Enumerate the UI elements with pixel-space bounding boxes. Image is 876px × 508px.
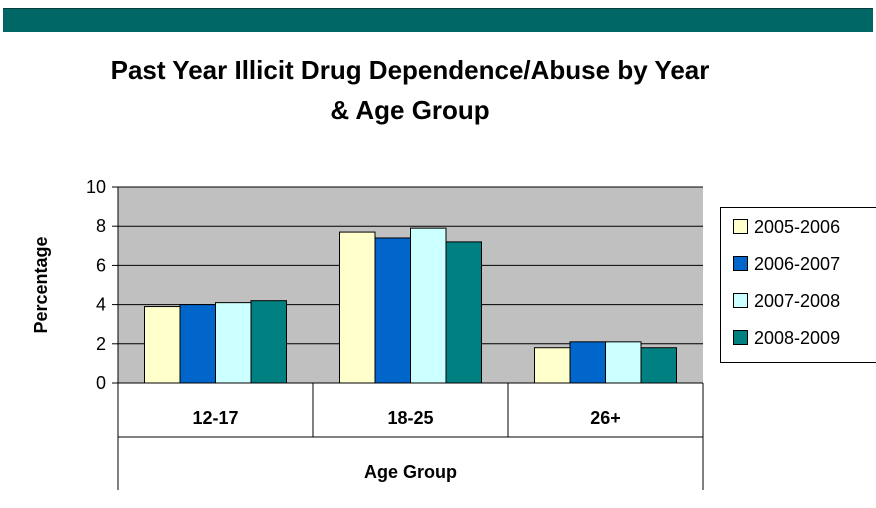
y-tick-label: 0 xyxy=(96,373,106,393)
bar xyxy=(640,347,677,384)
bar xyxy=(410,227,447,384)
legend-label: 2008-2009 xyxy=(754,328,841,348)
chart-title: Past Year Illicit Drug Dependence/Abuse … xyxy=(40,50,780,130)
legend-label: 2006-2007 xyxy=(754,254,841,274)
y-tick-label: 8 xyxy=(96,216,106,236)
y-tick-label: 6 xyxy=(96,255,106,275)
bar xyxy=(445,241,482,384)
bar xyxy=(569,341,606,384)
chart-title-line-2: & Age Group xyxy=(330,95,490,125)
bar xyxy=(374,237,411,384)
legend-item: 2007-2008 xyxy=(733,290,840,312)
legend-item: 2006-2007 xyxy=(733,253,840,275)
legend-item: 2008-2009 xyxy=(733,327,840,349)
bar xyxy=(534,347,571,384)
bar xyxy=(250,300,287,384)
y-tick-label: 4 xyxy=(96,295,106,315)
y-tick-label: 2 xyxy=(96,334,106,354)
x-category-label: 26+ xyxy=(590,408,621,428)
bar xyxy=(605,341,642,384)
x-category-label: 12-17 xyxy=(192,408,238,428)
y-axis-title: Percentage xyxy=(31,236,51,333)
y-tick-label: 10 xyxy=(86,177,106,197)
legend-swatch xyxy=(733,330,748,346)
header-bar xyxy=(3,8,873,32)
x-category-label: 18-25 xyxy=(387,408,433,428)
bar xyxy=(215,302,252,384)
x-axis-title: Age Group xyxy=(364,462,457,482)
chart-title-line-1: Past Year Illicit Drug Dependence/Abuse … xyxy=(110,55,710,85)
legend-swatch xyxy=(733,293,748,309)
bar xyxy=(179,304,216,384)
chart-legend: 2005-2006 2006-2007 2007-2008 2008-2009 xyxy=(720,207,876,363)
legend-label: 2007-2008 xyxy=(754,291,841,311)
legend-swatch xyxy=(733,219,748,235)
legend-swatch xyxy=(733,256,748,272)
legend-item: 2005-2006 xyxy=(733,216,840,238)
bar xyxy=(144,306,181,384)
legend-label: 2005-2006 xyxy=(754,217,841,237)
bar xyxy=(339,231,376,384)
